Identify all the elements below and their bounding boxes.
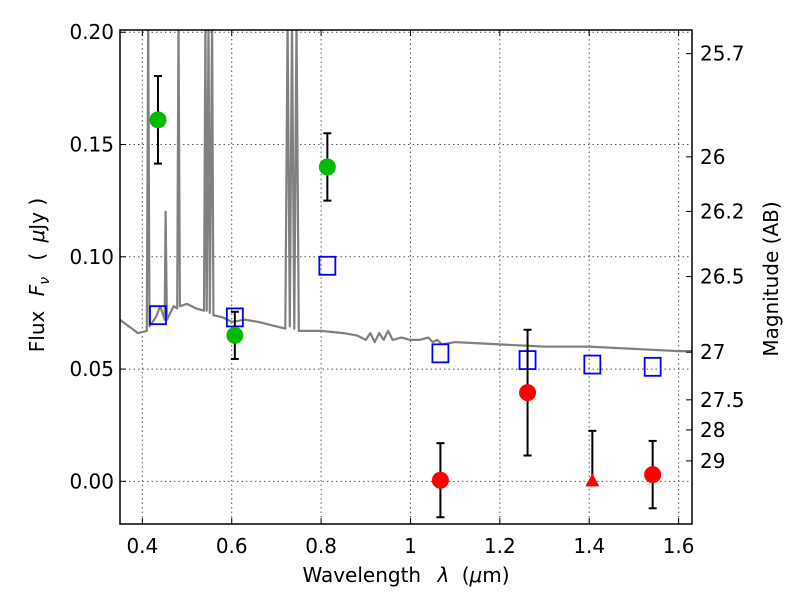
x-tick-label: 0.8 [305,534,337,558]
marker-series [149,75,662,519]
x-axis-label-unit-close: m) [482,563,509,587]
x-axis-label-unit-mu: μ [469,563,483,587]
y2-tick-label: 26 [700,145,725,169]
model-point [318,255,337,276]
x-axis-label-symbol: λ [436,563,449,587]
x-tick-label: 1 [404,534,417,558]
x-tick-label: 1.4 [573,534,605,558]
x-tick-label: 0.4 [126,534,158,558]
y2-tick-label: 27.5 [700,388,745,412]
y-tick-label: 0.20 [69,20,114,44]
x-tick-label: 1.2 [484,534,516,558]
model-point [583,354,602,375]
y-axis-label-subscript: ν [37,277,53,285]
y-tick-label: 0.05 [69,357,114,381]
y-axis-label: Flux Fν ( μJy ) [25,198,54,352]
photometry-point [318,158,336,176]
model-point [431,343,450,364]
y2-tick-label: 27 [700,340,725,364]
x-axis-label: Wavelength λ (μm) [302,563,509,587]
photometry-point [644,466,662,484]
y2-tick-label: 26.2 [700,199,745,223]
y2-tick-label: 26.5 [700,265,745,289]
photometry-point [519,384,537,402]
grid-lines [120,30,692,524]
photometry-point [431,471,449,489]
y-tick-label: 0.15 [69,133,114,157]
spectrum-line [120,30,692,353]
y2-tick-label: 29 [700,449,725,473]
y-axis-label-unit-mu: μ [25,230,49,244]
y-axis-label-unit-open: ( [25,253,49,261]
y-tick-label: 0.10 [69,245,114,269]
model-point [149,305,167,326]
x-tick-label: 0.6 [216,534,248,558]
y2-tick-label: 25.7 [700,42,745,66]
spectrum-series [120,30,692,353]
y-axis-label-unit-close: Jy ) [25,198,49,232]
photometry-point [226,326,244,344]
y2-axis-label: Magnitude (AB) [759,201,783,356]
upper-limit-point [585,473,600,487]
x-axis-label-text: Wavelength [302,563,421,587]
model-point [643,356,662,377]
y-axis-label-symbol: F [25,284,49,296]
photometry-point [149,111,167,129]
y2-tick-label: 28 [700,418,725,442]
x-axis-label-unit-open: ( [462,563,470,587]
axis-ticks: 0.4 0.6 0.8 1 1.2 1.4 1.6 0.00 0.05 0.10 0.15 0.20 2… [69,20,744,558]
x-tick-label: 1.6 [663,534,695,558]
y-axis-label-text: Flux [25,310,49,352]
y-tick-label: 0.00 [69,469,114,493]
